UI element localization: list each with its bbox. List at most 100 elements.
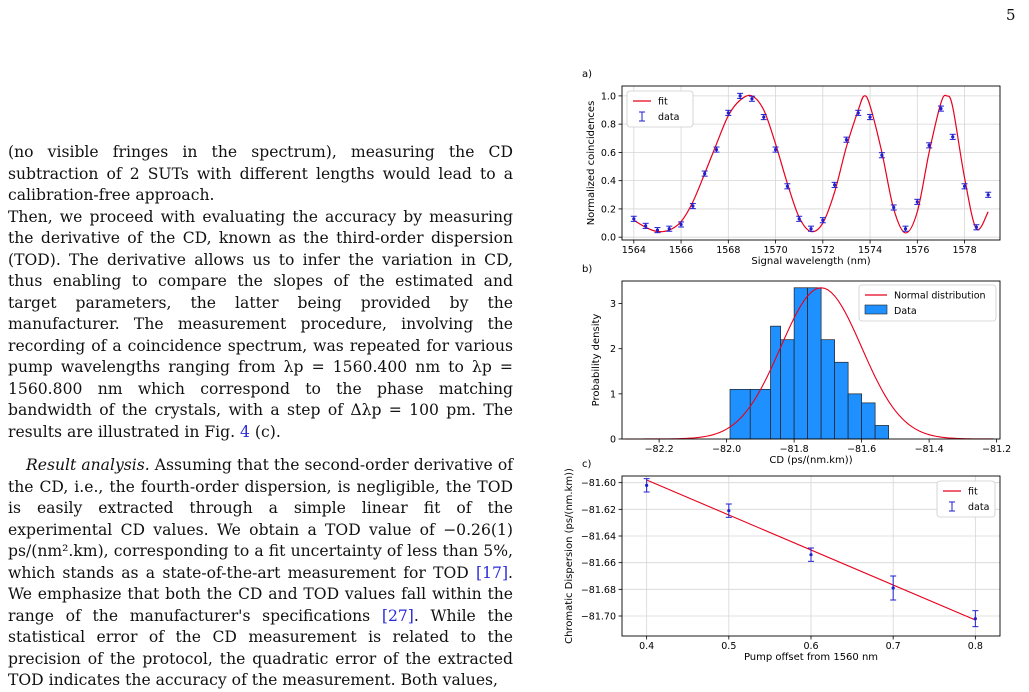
panel-c-y-tick-label: −81.70 — [581, 612, 616, 623]
panel-c-y-tick-label: −81.62 — [581, 505, 616, 516]
body-text: (no visible fringes in the spectrum), me… — [8, 142, 513, 692]
panel-a-panel-label: a) — [582, 69, 592, 80]
panel-a-data-point — [880, 153, 884, 157]
panel-c-data-point — [891, 586, 895, 590]
panel-a-y-tick-label: 0.0 — [601, 233, 616, 244]
panel-b-legend-data-label: Data — [894, 306, 917, 317]
panel-a-x-tick-label: 1570 — [763, 245, 787, 256]
panel-b-x-tick-label: −81.4 — [915, 444, 944, 455]
panel-a-y-tick-label: 1.0 — [601, 91, 616, 102]
panel-a-y-axis-label: Normalized coincidences — [586, 101, 597, 226]
panel-b-legend: Normal distribution Data — [858, 284, 997, 322]
panel-b-histogram-bar — [780, 339, 795, 440]
panel-a-data-point — [679, 222, 683, 227]
panel-a-data-point — [797, 217, 801, 221]
panel-b-histogram-bar — [834, 361, 849, 440]
figure-ref-link[interactable]: 4 — [240, 422, 250, 441]
panel-a-x-tick-label: 1568 — [716, 245, 740, 256]
panel-c-data-point — [727, 509, 731, 513]
panel-a-y-tick-label: 0.4 — [601, 176, 616, 187]
panel-a-data-point — [667, 227, 671, 231]
panel-a-y-tick-label: 0.2 — [601, 204, 616, 215]
citation-17-link[interactable]: [17] — [476, 563, 509, 582]
panel-a-data-point — [892, 205, 896, 210]
panel-b-x-tick-label: −81.8 — [780, 444, 809, 455]
panel-a-data-point — [844, 138, 849, 142]
panel-a-y-tick-label: 0.6 — [601, 148, 616, 159]
panel-a-x-tick-label: 1578 — [952, 245, 976, 256]
panel-a-legend: fit data — [626, 90, 694, 128]
panel-a-x-tick-label: 1572 — [811, 245, 835, 256]
panel-a-data-point — [785, 184, 789, 188]
citation-27-link[interactable]: [27] — [381, 606, 414, 625]
panel-b-y-tick-label: 2 — [610, 344, 616, 355]
panel-c-x-tick-label: 0.5 — [721, 641, 736, 652]
panel-a-data-point — [927, 143, 931, 147]
panel-c-data-point — [809, 553, 813, 557]
panel-c-y-tick-label: −81.60 — [581, 478, 616, 489]
panel-b-panel-label: b) — [582, 264, 592, 275]
panel-a-data-point — [833, 183, 837, 187]
panel-b-legend-data-swatch — [864, 304, 888, 315]
panel-b-x-tick-label: −81.2 — [982, 444, 1011, 455]
panel-c-x-tick-label: 0.7 — [886, 641, 901, 652]
panel-a-data-point — [915, 200, 919, 204]
panel-a-data-point — [903, 227, 908, 231]
paragraph-3-text-a: Assuming that the second-order derivativ… — [8, 456, 513, 582]
panel-a-data-point — [691, 204, 695, 208]
panel-c-y-tick-label: −81.66 — [581, 558, 616, 569]
panel-a-data-point — [644, 224, 648, 228]
paragraph-2: Then, we proceed with evaluating the acc… — [8, 207, 513, 444]
paragraph-2-text: Then, we proceed with evaluating the acc… — [8, 207, 513, 441]
panel-a-x-tick-label: 1564 — [622, 245, 646, 256]
panel-c-x-tick-label: 0.4 — [639, 641, 654, 652]
panel-b-x-tick-label: −82.0 — [712, 444, 741, 455]
panel-c-plot-frame — [621, 475, 1001, 637]
panel-b-histogram-bar — [793, 287, 808, 440]
panel-b-y-tick-label: 1 — [610, 389, 616, 400]
panel-b-x-axis-label: CD (ps/(nm.km)) — [769, 455, 852, 466]
panel-a-data-point — [714, 147, 719, 152]
panel-b-histogram-bar — [807, 287, 822, 440]
panel-b-x-tick-label: −81.6 — [847, 444, 876, 455]
panel-b-legend-box — [858, 284, 997, 322]
panel-a-data-point — [632, 217, 636, 221]
panel-c-y-tick-label: −81.68 — [581, 585, 616, 596]
panel-b-histogram-bar — [874, 425, 889, 440]
panel-a-x-axis-label: Signal wavelength (nm) — [751, 256, 870, 267]
paragraph-3-text-b: . We emphasize that both the CD and TOD … — [8, 563, 513, 625]
panel-c-data-point — [645, 483, 649, 487]
paragraph-1: (no visible fringes in the spectrum), me… — [8, 143, 513, 204]
panel-b-y-axis-label: Probability density — [591, 314, 602, 407]
panel-a-data-point — [738, 94, 742, 98]
panel-b-normal-curve — [625, 287, 994, 440]
panel-c-legend: fit data — [936, 480, 996, 518]
panel-c-legend-data-label: data — [968, 502, 989, 513]
panel-b-histogram-bar — [820, 339, 835, 440]
panel-b-histogram-bar — [729, 388, 751, 440]
panel-a-legend-fit-label: fit — [658, 97, 668, 108]
panel-a-data-point — [986, 193, 990, 197]
panel-a-data-point — [809, 227, 813, 231]
panel-b-histogram-bar — [861, 402, 876, 440]
panel-a-data-point — [962, 184, 967, 188]
paragraph-3-text-c: . While the statistical error of the CD … — [8, 606, 513, 690]
panel-c-legend-fit-label: fit — [968, 487, 978, 498]
panel-a-data-point — [856, 111, 860, 115]
panel-b-plot-frame — [621, 280, 1001, 440]
panel-a-data-point — [750, 97, 754, 101]
panel-a-data-point — [821, 218, 825, 222]
panel-b-histogram-bar — [749, 388, 771, 440]
paragraph-3: Result analysis. Assuming that the secon… — [8, 455, 513, 692]
panel-a-legend-data-label: data — [658, 112, 679, 123]
panel-a-legend-box — [626, 90, 694, 128]
panel-b-histogram-bar — [770, 325, 781, 440]
panel-c-x-axis-label: Pump offset from 1560 nm — [744, 652, 878, 663]
paragraph-2-end: (c). — [249, 422, 281, 441]
panel-b-histogram-bar — [847, 393, 862, 440]
panel-b-panel: b) −82.2 −82.0 −81.8 −81.6 −81.4 −81.2 0 1 2 3 CD (… — [582, 264, 1011, 466]
panel-a-x-tick-label: 1576 — [905, 245, 929, 256]
page-number: 5 — [1006, 6, 1016, 24]
panel-b-legend-normal-label: Normal distribution — [894, 291, 986, 302]
panel-c-x-tick-label: 0.8 — [968, 641, 983, 652]
